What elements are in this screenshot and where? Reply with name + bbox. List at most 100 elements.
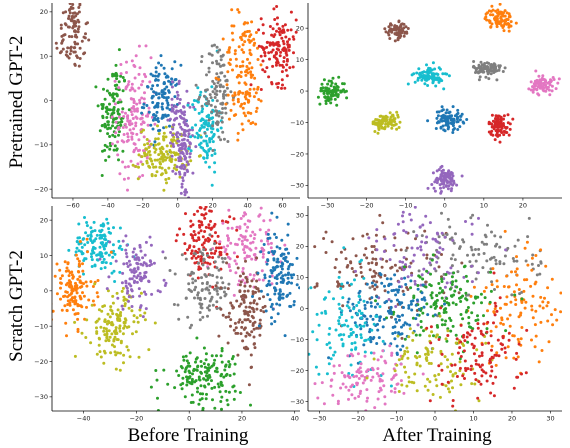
scatter-point-cyan	[431, 61, 435, 65]
scatter-point-purple	[128, 277, 132, 281]
scatter-point-cyan	[355, 335, 359, 339]
scatter-point-green	[464, 274, 468, 278]
y-tick-label: −30	[34, 393, 48, 401]
y-tick-label: 0	[44, 97, 48, 105]
scatter-point-pink	[126, 115, 129, 119]
scatter-point-pink	[352, 375, 356, 379]
scatter-point-blue	[395, 351, 399, 355]
scatter-point-green	[228, 363, 232, 366]
scatter-point-gray	[173, 272, 177, 276]
scatter-point-orange	[68, 301, 72, 305]
scatter-point-red	[206, 236, 210, 240]
scatter-point-cyan	[100, 228, 104, 232]
scatter-point-olive	[161, 159, 165, 163]
scatter-point-brown	[252, 301, 256, 305]
scatter-point-red	[496, 116, 500, 120]
scatter-point-green	[187, 361, 191, 365]
scatter-point-purple	[188, 142, 192, 146]
scatter-point-pink	[139, 160, 143, 164]
scatter-point-gray	[205, 73, 208, 77]
scatter-point-blue	[275, 215, 279, 219]
scatter-point-cyan	[424, 78, 428, 82]
scatter-point-brown	[246, 313, 250, 317]
scatter-point-orange	[231, 38, 235, 42]
scatter-point-blue	[162, 96, 166, 99]
scatter-point-brown	[83, 36, 87, 40]
scatter-point-olive	[137, 153, 141, 157]
scatter-point-purple	[413, 206, 417, 209]
scatter-point-olive	[135, 316, 139, 320]
scatter-point-brown	[252, 335, 256, 339]
scatter-point-orange	[71, 308, 75, 312]
scatter-point-pink	[347, 375, 351, 379]
scatter-point-brown	[354, 254, 358, 258]
scatter-point-purple	[139, 262, 143, 266]
scatter-point-pink	[148, 80, 152, 84]
scatter-point-purple	[422, 253, 426, 257]
scatter-point-purple	[420, 273, 424, 277]
scatter-point-blue	[156, 78, 160, 82]
scatter-point-olive	[403, 352, 407, 356]
scatter-point-pink	[128, 123, 132, 127]
scatter-point-brown	[240, 320, 244, 324]
scatter-point-purple	[122, 262, 126, 266]
scatter-point-green	[425, 269, 429, 273]
scatter-point-olive	[400, 357, 404, 361]
scatter-point-gray	[220, 54, 224, 58]
scatter-point-orange	[59, 277, 63, 280]
scatter-point-orange	[64, 321, 68, 325]
scatter-point-gray	[215, 289, 219, 293]
scatter-point-orange	[78, 263, 81, 267]
scatter-point-gray	[211, 79, 215, 83]
x-tick-label: −10	[390, 415, 404, 423]
scatter-point-brown	[367, 261, 371, 265]
scatter-point-orange	[524, 300, 528, 304]
scatter-point-olive	[170, 138, 174, 142]
scatter-point-pink	[399, 362, 403, 366]
scatter-point-brown	[315, 282, 319, 286]
scatter-point-pink	[130, 131, 134, 135]
scatter-point-cyan	[328, 346, 332, 350]
scatter-point-cyan	[106, 221, 110, 225]
scatter-point-orange	[237, 10, 241, 14]
scatter-point-red	[281, 24, 285, 28]
scatter-point-green	[331, 76, 335, 80]
scatter-point-olive	[115, 338, 119, 341]
scatter-point-orange	[501, 322, 505, 326]
scatter-point-orange	[246, 57, 249, 61]
scatter-point-pink	[239, 233, 243, 237]
scatter-point-cyan	[198, 143, 201, 147]
scatter-point-gray	[213, 105, 217, 109]
scatter-point-pink	[244, 212, 248, 216]
scatter-point-blue	[166, 103, 170, 107]
scatter-point-purple	[470, 280, 474, 284]
scatter-point-purple	[170, 85, 174, 89]
scatter-point-olive	[454, 341, 458, 345]
scatter-point-pink	[129, 159, 133, 163]
scatter-point-pink	[357, 377, 361, 380]
scatter-point-cyan	[99, 241, 103, 245]
scatter-point-red	[214, 231, 217, 235]
scatter-point-blue	[376, 302, 380, 306]
scatter-point-gray	[531, 253, 535, 257]
scatter-point-cyan	[199, 135, 203, 139]
scatter-point-green	[106, 120, 110, 124]
scatter-point-pink	[535, 87, 539, 91]
scatter-point-red	[221, 219, 224, 223]
scatter-point-blue	[375, 342, 379, 345]
scatter-point-gray	[420, 234, 424, 238]
scatter-point-brown	[77, 20, 81, 24]
scatter-point-orange	[506, 18, 510, 22]
scatter-point-red	[437, 364, 441, 368]
scatter-point-green	[451, 324, 455, 328]
scatter-point-cyan	[90, 265, 94, 268]
scatter-point-blue	[416, 313, 419, 317]
scatter-point-orange	[520, 301, 524, 304]
scatter-point-pink	[355, 374, 358, 378]
scatter-point-olive	[396, 334, 400, 338]
scatter-point-orange	[490, 22, 494, 26]
scatter-point-green	[156, 409, 160, 411]
scatter-point-cyan	[320, 311, 324, 315]
scatter-point-blue	[375, 295, 379, 299]
